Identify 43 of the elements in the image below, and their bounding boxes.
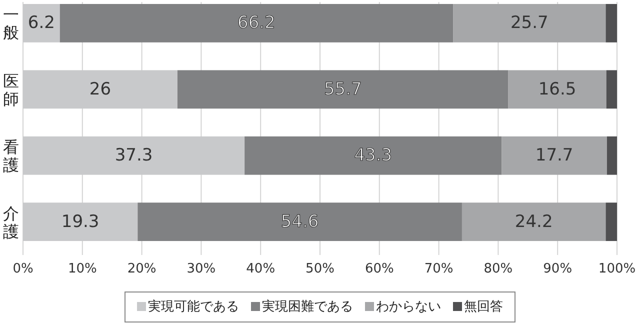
bar (462, 202, 606, 242)
y-tick-label: 一般 (3, 5, 19, 42)
bar (606, 136, 617, 175)
x-tick-label: 40% (246, 261, 276, 276)
data-label: 54.6 (280, 212, 319, 232)
data-label: 25.7 (510, 13, 548, 34)
bar (60, 4, 454, 42)
y-tick-label: 介護 (3, 204, 19, 241)
x-tick-label: 80% (484, 261, 513, 276)
data-label: 19.3 (61, 212, 100, 232)
x-tick-label: 0% (12, 261, 34, 276)
data-label: 16.5 (538, 79, 576, 100)
x-tick-label: 90% (543, 261, 572, 276)
bar (138, 202, 462, 242)
bar (502, 136, 607, 175)
data-label: 24.2 (514, 212, 553, 232)
legend-label: 無回答 (464, 300, 503, 314)
legend-label: 実現困難である (262, 298, 353, 314)
data-label: 66.2 (238, 13, 276, 34)
x-tick-label: 100% (598, 261, 636, 276)
bar (606, 202, 617, 242)
bar (244, 136, 502, 175)
data-label: 6.2 (28, 13, 55, 34)
x-tick-label: 60% (364, 261, 394, 276)
bar (453, 4, 606, 42)
x-tick-label: 50% (306, 261, 334, 276)
x-tick-label: 20% (127, 261, 156, 276)
data-label: 17.7 (535, 146, 574, 166)
data-label: 55.7 (324, 79, 362, 100)
data-label: 43.3 (354, 146, 392, 166)
bar (606, 70, 617, 109)
y-tick-label: 医師 (3, 71, 19, 108)
data-label: 26 (89, 79, 112, 100)
bar (606, 4, 617, 42)
x-tick-label: 30% (186, 261, 216, 276)
data-label: 37.3 (114, 146, 153, 166)
legend-label: わからない (376, 300, 441, 314)
x-tick-label: 10% (68, 261, 97, 276)
bar (177, 70, 508, 109)
y-tick-label: 看護 (3, 138, 19, 175)
legend-label: 実現可能である (148, 298, 239, 314)
bar (508, 70, 606, 109)
x-tick-label: 70% (424, 261, 454, 276)
